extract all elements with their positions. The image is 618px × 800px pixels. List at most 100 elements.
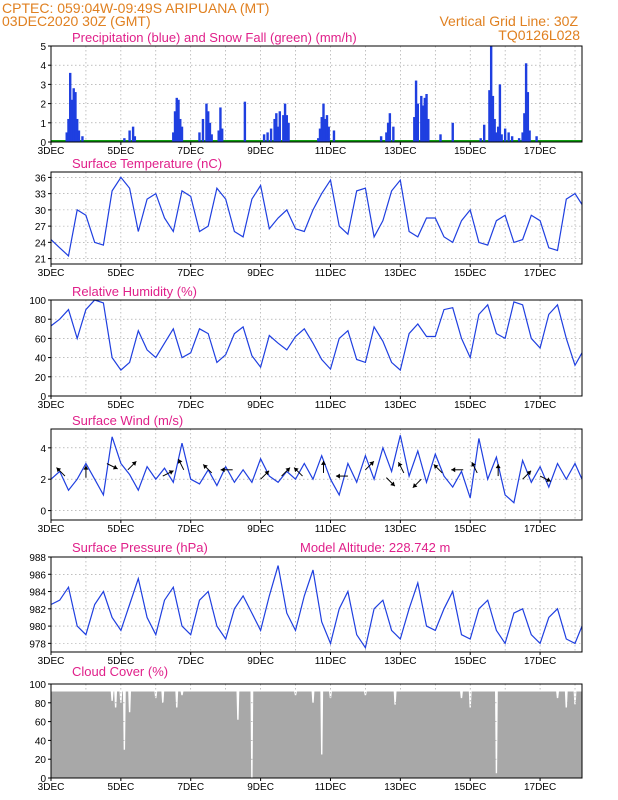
x-tick-label: 3DEC [38, 782, 65, 793]
wind-arrow [202, 464, 213, 474]
precip-bar [273, 118, 276, 142]
series-line [50, 299, 583, 372]
x-tick-label: 15DEC [454, 268, 486, 279]
panel-frame [50, 45, 583, 143]
x-tick-label: 3DEC [38, 268, 65, 279]
wind-arrow [56, 467, 66, 477]
x-tick-label: 15DEC [454, 656, 486, 667]
y-tick-label: 2 [40, 100, 46, 111]
panel-frame [50, 556, 583, 653]
y-tick-label: 80 [35, 315, 47, 326]
x-tick-label: 5DEC [108, 146, 135, 157]
x-tick-label: 9DEC [247, 268, 274, 279]
precip-bar [198, 132, 201, 142]
model-code: TQ0126L028 [498, 27, 580, 43]
precip-bar [217, 130, 220, 142]
precip-bar [324, 118, 327, 142]
precip-bar [133, 136, 137, 142]
panel-5: Surface Pressure (hPa) Model Altitude: 22… [29, 540, 583, 667]
precip-bar [285, 115, 289, 142]
precip-bar [269, 128, 273, 142]
precip-bar [72, 88, 75, 142]
precip-bar [420, 95, 423, 142]
precip-bar [70, 99, 74, 142]
precip-bar [493, 118, 496, 142]
panel-frame [50, 171, 583, 265]
precip-bar [123, 138, 126, 142]
y-tick-label: 40 [35, 736, 47, 747]
x-tick-label: 11DEC [315, 524, 347, 535]
precip-bar [392, 126, 395, 142]
precip-bar [322, 103, 325, 142]
wind-arrow [293, 467, 303, 477]
x-tick-label: 5DEC [108, 782, 135, 793]
precip-bar [425, 94, 428, 142]
y-tick-label: 2 [40, 475, 46, 486]
wind-arrow [365, 460, 375, 471]
x-tick-label: 9DEC [247, 146, 274, 157]
precip-bar [210, 134, 213, 142]
precip-bar [488, 90, 491, 142]
y-tick-label: 3 [40, 80, 46, 91]
precip-bar [201, 118, 205, 142]
wind-arrow [335, 473, 348, 479]
x-tick-label: 17DEC [524, 782, 556, 793]
x-tick-label: 15DEC [454, 524, 486, 535]
precip-bar [81, 136, 84, 142]
precip-bar [172, 132, 175, 142]
precip-bar [74, 92, 77, 142]
precip-bar [526, 92, 530, 142]
precip-bar [427, 118, 430, 142]
y-tick-label: 0 [40, 507, 46, 518]
y-tick-label: 20 [35, 755, 47, 766]
precip-bar [320, 117, 323, 142]
precip-bar [496, 126, 500, 142]
panel-frame [50, 299, 583, 397]
precip-bar [262, 134, 266, 142]
panel-title: Surface Wind (m/s) [72, 413, 183, 428]
x-tick-label: 11DEC [315, 268, 347, 279]
precip-bar [180, 126, 184, 142]
y-tick-label: 0 [40, 392, 46, 403]
y-tick-label: 80 [35, 699, 47, 710]
y-tick-label: 24 [35, 238, 47, 249]
precip-bar [479, 138, 482, 142]
precip-bar [528, 130, 531, 142]
x-tick-label: 3DEC [38, 146, 65, 157]
panel-title: Relative Humidity (%) [72, 284, 197, 299]
panel-title: Surface Temperature (nC) [72, 156, 222, 171]
x-tick-label: 7DEC [177, 400, 204, 411]
x-tick-label: 17DEC [524, 146, 556, 157]
wind-arrow [471, 461, 478, 474]
precip-bar [327, 126, 330, 142]
x-tick-label: 9DEC [247, 656, 274, 667]
y-tick-label: 36 [35, 173, 47, 184]
y-tick-label: 5 [40, 42, 46, 53]
y-tick-label: 27 [35, 222, 47, 233]
precip-bar [482, 124, 486, 142]
x-tick-label: 13DEC [384, 656, 416, 667]
precip-bar [332, 130, 336, 142]
precip-bar [386, 122, 390, 142]
x-tick-label: 17DEC [524, 400, 556, 411]
panel-3: Relative Humidity (%) 0 20 40 60 80 100 3DEC 5DE… [29, 284, 583, 411]
y-tick-label: 33 [35, 190, 47, 201]
precip-bar [414, 80, 418, 142]
x-tick-label: 7DEC [177, 656, 204, 667]
wind-arrow [83, 465, 89, 478]
precip-bar [416, 103, 420, 142]
precip-bar [67, 118, 70, 142]
x-tick-label: 15DEC [454, 400, 486, 411]
precip-bar [503, 128, 507, 142]
y-tick-label: 984 [29, 588, 46, 599]
panel-title: Precipitation (blue) and Snow Fall (gree… [72, 30, 357, 45]
wind-arrow [177, 458, 185, 471]
precip-bar [205, 103, 208, 142]
precip-bar [69, 72, 72, 142]
precip-bar [523, 113, 526, 142]
precip-bar [510, 136, 514, 142]
panel-title: Surface Pressure (hPa) [72, 540, 208, 555]
panel-frame [50, 428, 583, 521]
precip-bar [385, 132, 388, 142]
